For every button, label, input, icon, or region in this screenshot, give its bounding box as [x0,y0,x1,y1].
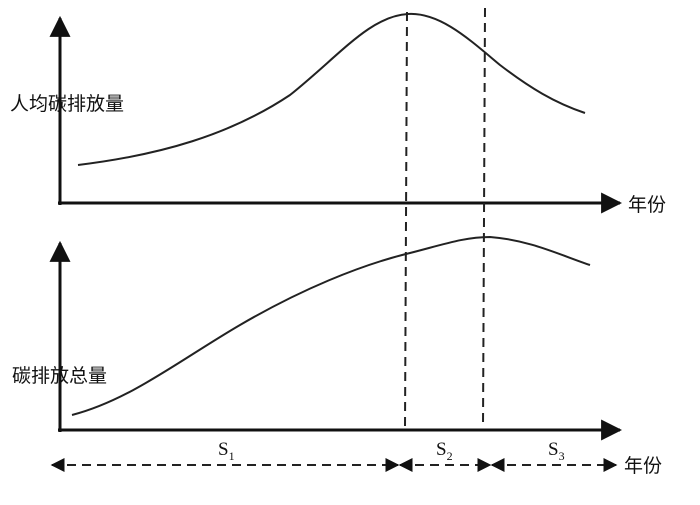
timeline-label: 年份 [624,455,662,477]
x-label: 年份 [628,194,666,216]
stage-letter: S [436,439,447,460]
per-capita-curve [77,12,586,166]
separator [482,7,486,429]
stage-label: S1 [218,439,235,463]
total-curve [71,235,591,416]
stage-sub: 2 [447,449,453,463]
y-label: 人均碳排放量 [10,93,124,115]
stage-label: S3 [548,439,565,463]
stage-label: S2 [436,439,453,463]
stage-letter: S [548,439,559,460]
stage-sub: 3 [559,449,565,463]
stage-letter: S [218,439,229,460]
y-label: 碳排放总量 [12,365,107,387]
stage-sub: 1 [229,449,235,463]
separator [404,11,408,429]
